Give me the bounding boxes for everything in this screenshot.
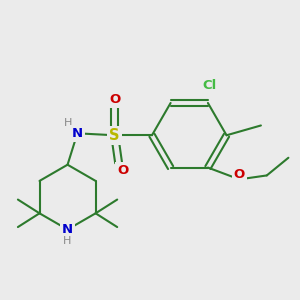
Text: O: O <box>234 168 245 181</box>
Text: O: O <box>109 93 120 106</box>
Text: S: S <box>110 128 120 143</box>
Text: N: N <box>72 127 83 140</box>
Text: H: H <box>63 236 72 246</box>
Text: O: O <box>117 164 128 177</box>
Text: H: H <box>64 118 73 128</box>
Text: Cl: Cl <box>203 79 217 92</box>
Text: N: N <box>62 223 73 236</box>
